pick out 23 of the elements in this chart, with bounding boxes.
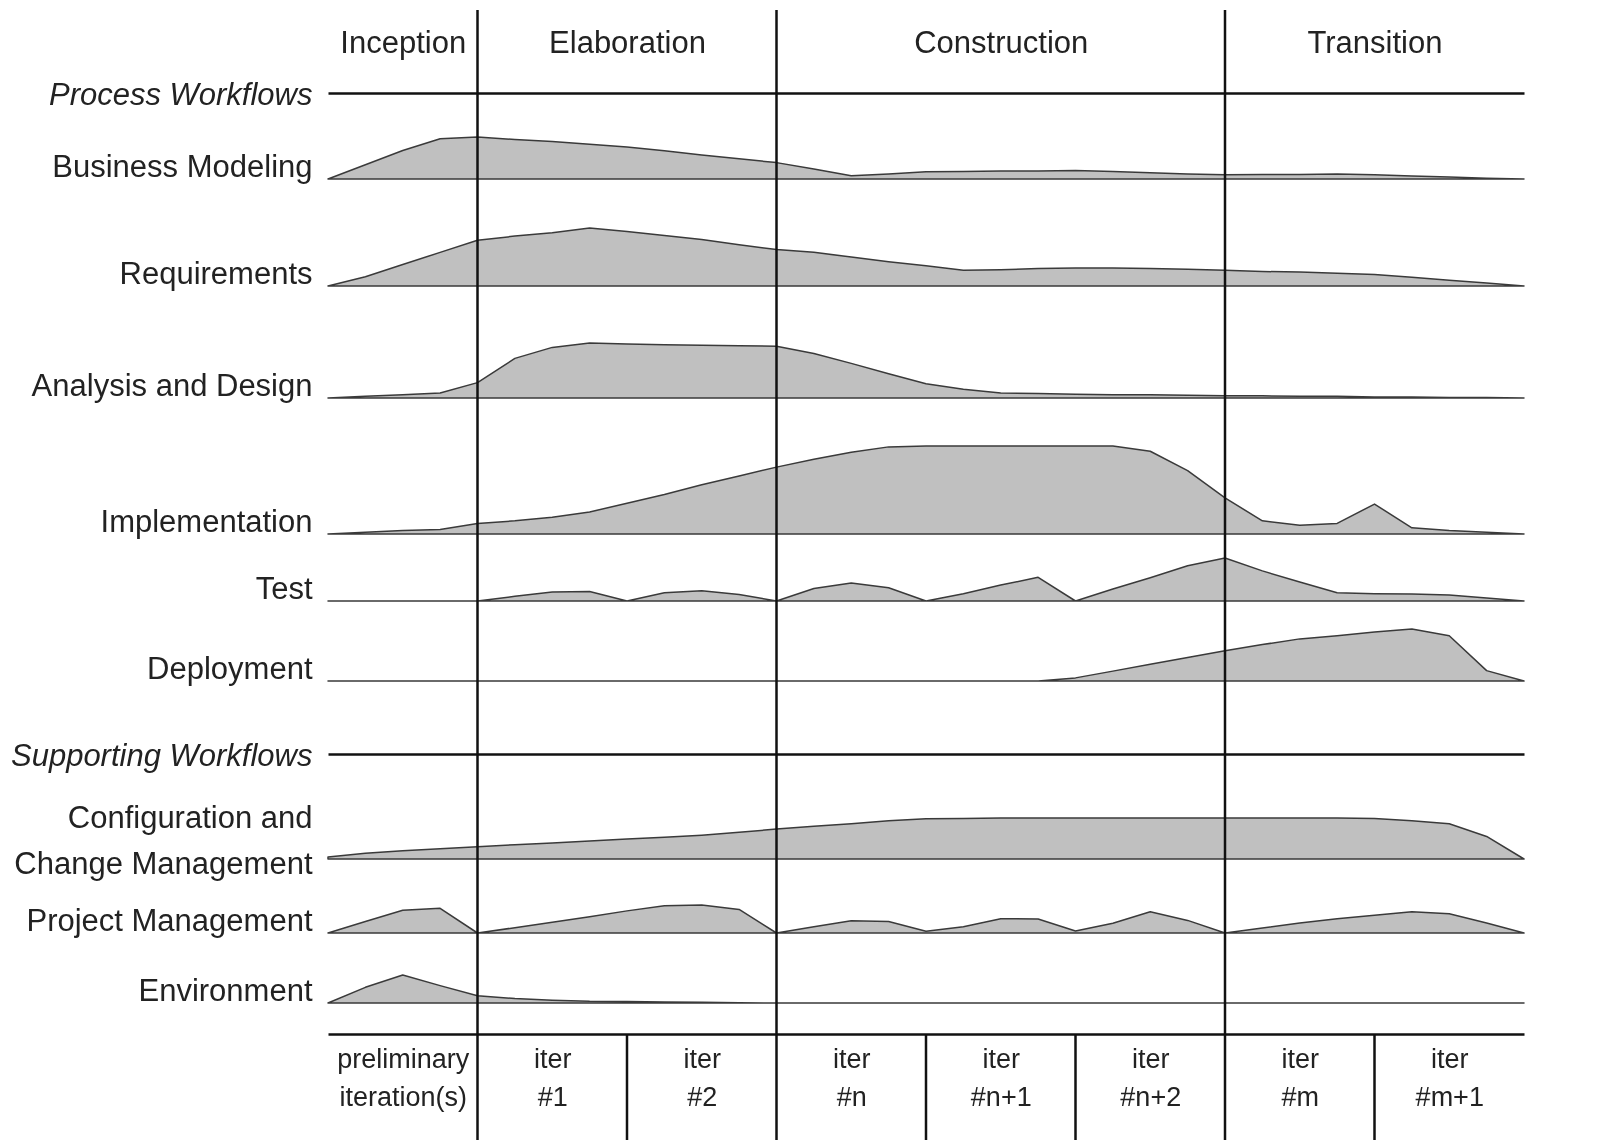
category-label: iter #n xyxy=(832,1043,871,1112)
text: Supporting Workflows xyxy=(10,737,313,773)
category-label: iter #2 xyxy=(683,1043,722,1112)
category-label: iter #n+2 xyxy=(1120,1043,1182,1112)
category-label: iter #n+1 xyxy=(970,1043,1032,1112)
category-label: iter #m+1 xyxy=(1415,1043,1484,1112)
y-axis-title: Configuration and Change Management xyxy=(14,799,313,881)
y-axis-title: Test xyxy=(255,570,313,606)
y-axis-title: Environment xyxy=(138,972,313,1008)
category-label: Transition xyxy=(1307,24,1443,60)
y-axis-title: Analysis and Design xyxy=(31,367,313,403)
y-axis-title: Project Management xyxy=(26,902,313,938)
category-label: iter #m xyxy=(1281,1043,1320,1112)
text: Process Workflows xyxy=(48,76,313,112)
y-axis-title: Implementation xyxy=(100,503,313,539)
category-label: iter #1 xyxy=(533,1043,572,1112)
y-axis-title: Requirements xyxy=(119,255,313,291)
y-axis-title: Business Modeling xyxy=(52,148,313,184)
category-label: Inception xyxy=(340,24,467,60)
category-label: preliminary iteration(s) xyxy=(337,1043,470,1112)
y-axis-title: Deployment xyxy=(147,650,313,686)
category-label: Elaboration xyxy=(549,24,706,60)
category-label: Construction xyxy=(914,24,1089,60)
